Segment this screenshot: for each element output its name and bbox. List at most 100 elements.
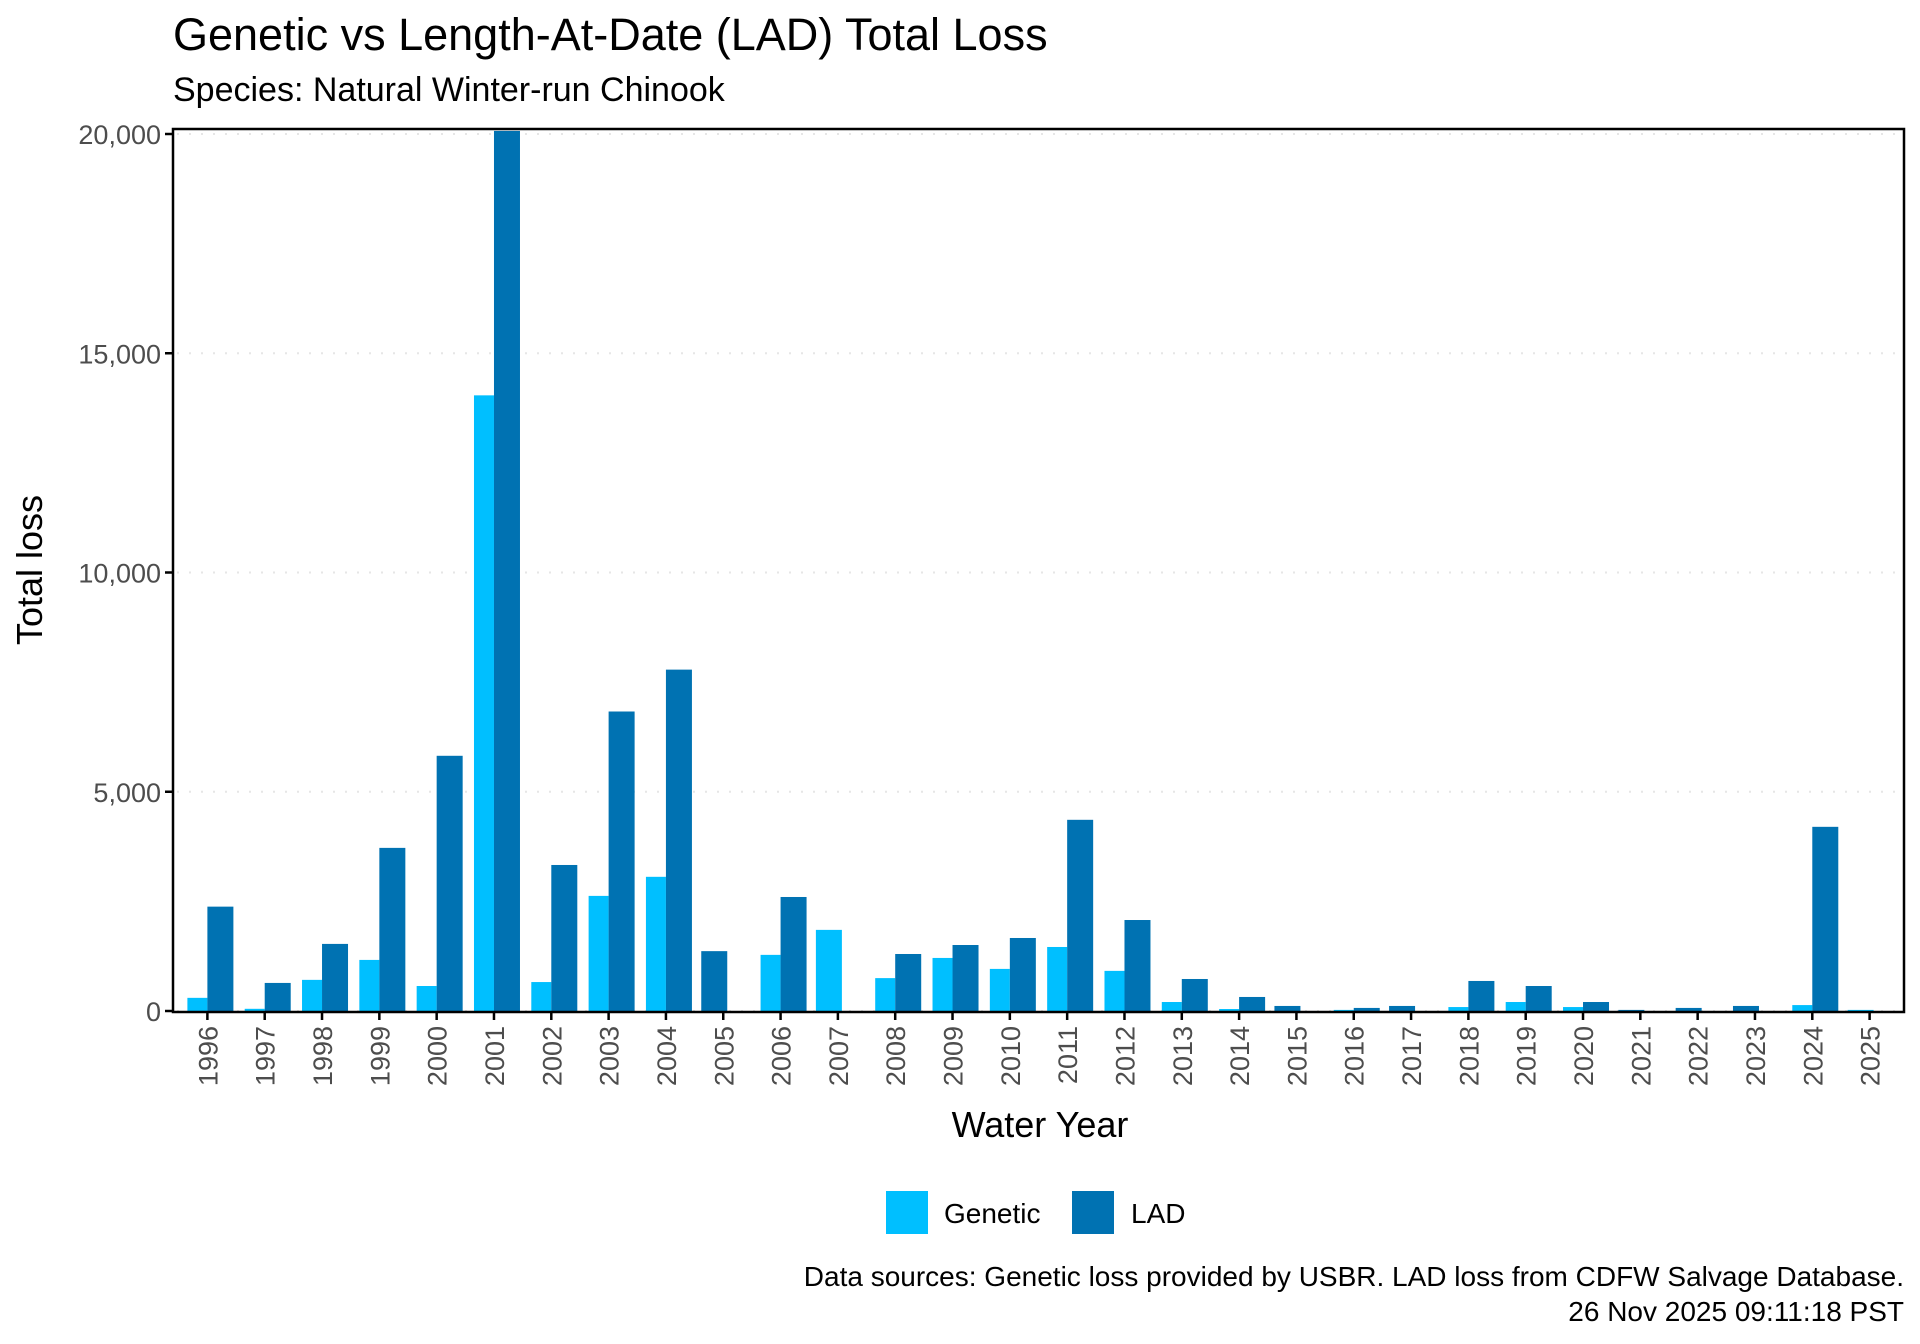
bar-lad-2017 bbox=[1389, 1005, 1416, 1011]
bar-genetic-1999 bbox=[359, 959, 380, 1011]
legend: Genetic LAD bbox=[886, 1191, 1185, 1234]
bar-lad-2016 bbox=[1353, 1007, 1380, 1011]
gridlines bbox=[177, 133, 1904, 1012]
caption-timestamp: 26 Nov 2025 09:11:18 PST bbox=[1568, 1296, 1904, 1327]
bar-genetic-2004 bbox=[645, 876, 666, 1011]
x-tick-label: 2009 bbox=[939, 1026, 969, 1086]
plot-frame bbox=[171, 127, 1906, 1014]
x-tick-label: 2000 bbox=[423, 1026, 453, 1086]
y-axis: 0 5,000 10,000 15,000 20,000 bbox=[78, 120, 173, 1027]
x-axis-title: Water Year bbox=[952, 1104, 1129, 1145]
x-tick-label: 2008 bbox=[881, 1026, 911, 1086]
x-tick-label: 2006 bbox=[767, 1026, 797, 1086]
bar-lad-2000 bbox=[436, 755, 463, 1011]
x-tick-label: 2016 bbox=[1340, 1026, 1370, 1086]
bar-lad-2011 bbox=[1067, 819, 1094, 1011]
bar-lad-2009 bbox=[952, 945, 979, 1011]
bar-lad-2013 bbox=[1181, 978, 1208, 1011]
x-tick-label: 2024 bbox=[1798, 1026, 1828, 1086]
x-tick-label: 2014 bbox=[1225, 1026, 1255, 1086]
x-tick-label: 1996 bbox=[193, 1026, 223, 1086]
x-tick-label: 2010 bbox=[996, 1026, 1026, 1086]
bar-genetic-2009 bbox=[932, 957, 953, 1011]
x-tick-label: 2007 bbox=[824, 1026, 854, 1086]
bar-genetic-2006 bbox=[760, 954, 781, 1011]
bar-genetic-2011 bbox=[1047, 946, 1068, 1011]
y-tick-label: 5,000 bbox=[93, 778, 161, 808]
bar-lad-1999 bbox=[379, 847, 406, 1011]
bar-genetic-2019 bbox=[1505, 1002, 1526, 1011]
x-tick-label: 2013 bbox=[1168, 1026, 1198, 1086]
legend-swatch-genetic bbox=[886, 1191, 928, 1234]
x-tick-label: 2020 bbox=[1569, 1026, 1599, 1086]
bar-lad-2023 bbox=[1732, 1005, 1759, 1011]
bar-lad-2014 bbox=[1239, 996, 1266, 1011]
bar-genetic-1997 bbox=[244, 1008, 265, 1011]
bar-genetic-2007 bbox=[815, 929, 842, 1011]
bar-genetic-2001 bbox=[473, 395, 494, 1011]
chart-title: Genetic vs Length-At-Date (LAD) Total Lo… bbox=[173, 9, 1048, 60]
x-tick-label: 1997 bbox=[251, 1026, 281, 1086]
x-tick-label: 2005 bbox=[709, 1026, 739, 1086]
bar-lad-2018 bbox=[1468, 980, 1495, 1011]
bar-lad-2006 bbox=[780, 896, 807, 1011]
x-tick-label: 2015 bbox=[1282, 1026, 1312, 1086]
bars bbox=[187, 130, 1874, 1012]
bar-lad-2010 bbox=[1009, 937, 1036, 1011]
bar-lad-2022 bbox=[1675, 1007, 1702, 1011]
bar-genetic-1996 bbox=[187, 997, 208, 1011]
x-tick-label: 1999 bbox=[365, 1026, 395, 1086]
x-tick-label: 2023 bbox=[1741, 1026, 1771, 1086]
x-tick-label: 2001 bbox=[480, 1026, 510, 1086]
x-tick-label: 2002 bbox=[537, 1026, 567, 1086]
bar-genetic-2013 bbox=[1161, 1002, 1182, 1011]
legend-label-genetic: Genetic bbox=[944, 1198, 1041, 1229]
bar-genetic-2002 bbox=[531, 982, 552, 1011]
y-axis-title: Total loss bbox=[9, 495, 50, 645]
bar-lad-2002 bbox=[551, 864, 578, 1011]
x-axis: 1996 1997 1998 1999 2000 2001 2002 2003 2004 2005… bbox=[193, 1012, 1886, 1086]
bar-lad-2019 bbox=[1525, 986, 1552, 1011]
bar-genetic-2008 bbox=[875, 978, 896, 1011]
bar-genetic-2012 bbox=[1104, 970, 1125, 1011]
x-tick-label: 2004 bbox=[652, 1026, 682, 1086]
bar-genetic-2024 bbox=[1792, 1005, 1813, 1011]
x-tick-label: 2022 bbox=[1684, 1026, 1714, 1086]
bar-genetic-2014 bbox=[1219, 1009, 1240, 1011]
x-tick-label: 2019 bbox=[1512, 1026, 1542, 1086]
bar-lad-1996 bbox=[207, 906, 234, 1011]
bar-lad-2004 bbox=[665, 669, 692, 1011]
x-tick-label: 2012 bbox=[1110, 1026, 1140, 1086]
bar-lad-2001 bbox=[493, 130, 520, 1012]
bar-lad-2021 bbox=[1618, 1009, 1645, 1011]
y-tick-label: 20,000 bbox=[78, 120, 161, 150]
bar-genetic-2025 bbox=[1847, 1009, 1874, 1011]
bar-lad-2003 bbox=[608, 711, 635, 1011]
bar-lad-2005 bbox=[701, 951, 728, 1011]
x-tick-label: 1998 bbox=[308, 1026, 338, 1086]
bar-lad-1998 bbox=[322, 943, 349, 1011]
caption-sources: Data sources: Genetic loss provided by U… bbox=[804, 1261, 1904, 1292]
bar-genetic-2003 bbox=[588, 895, 609, 1011]
bar-genetic-2016 bbox=[1333, 1009, 1354, 1011]
bar-genetic-1998 bbox=[302, 979, 323, 1011]
bar-lad-2020 bbox=[1583, 1002, 1610, 1011]
legend-label-lad: LAD bbox=[1131, 1198, 1185, 1229]
y-tick-label: 15,000 bbox=[78, 339, 161, 369]
x-tick-label: 2003 bbox=[595, 1026, 625, 1086]
bar-lad-2024 bbox=[1812, 826, 1839, 1011]
bar-lad-1997 bbox=[264, 982, 291, 1011]
bar-genetic-2010 bbox=[989, 968, 1010, 1011]
legend-swatch-lad bbox=[1072, 1191, 1114, 1234]
bar-lad-2015 bbox=[1274, 1005, 1301, 1011]
bar-lad-2008 bbox=[895, 953, 922, 1011]
x-tick-label: 2018 bbox=[1454, 1026, 1484, 1086]
x-tick-label: 2011 bbox=[1053, 1026, 1083, 1084]
chart-subtitle: Species: Natural Winter-run Chinook bbox=[173, 71, 726, 109]
x-tick-label: 2025 bbox=[1856, 1026, 1886, 1086]
x-tick-label: 2017 bbox=[1397, 1026, 1427, 1086]
bar-genetic-2018 bbox=[1448, 1007, 1469, 1011]
x-tick-label: 2021 bbox=[1626, 1026, 1656, 1086]
bar-genetic-2000 bbox=[416, 986, 437, 1011]
